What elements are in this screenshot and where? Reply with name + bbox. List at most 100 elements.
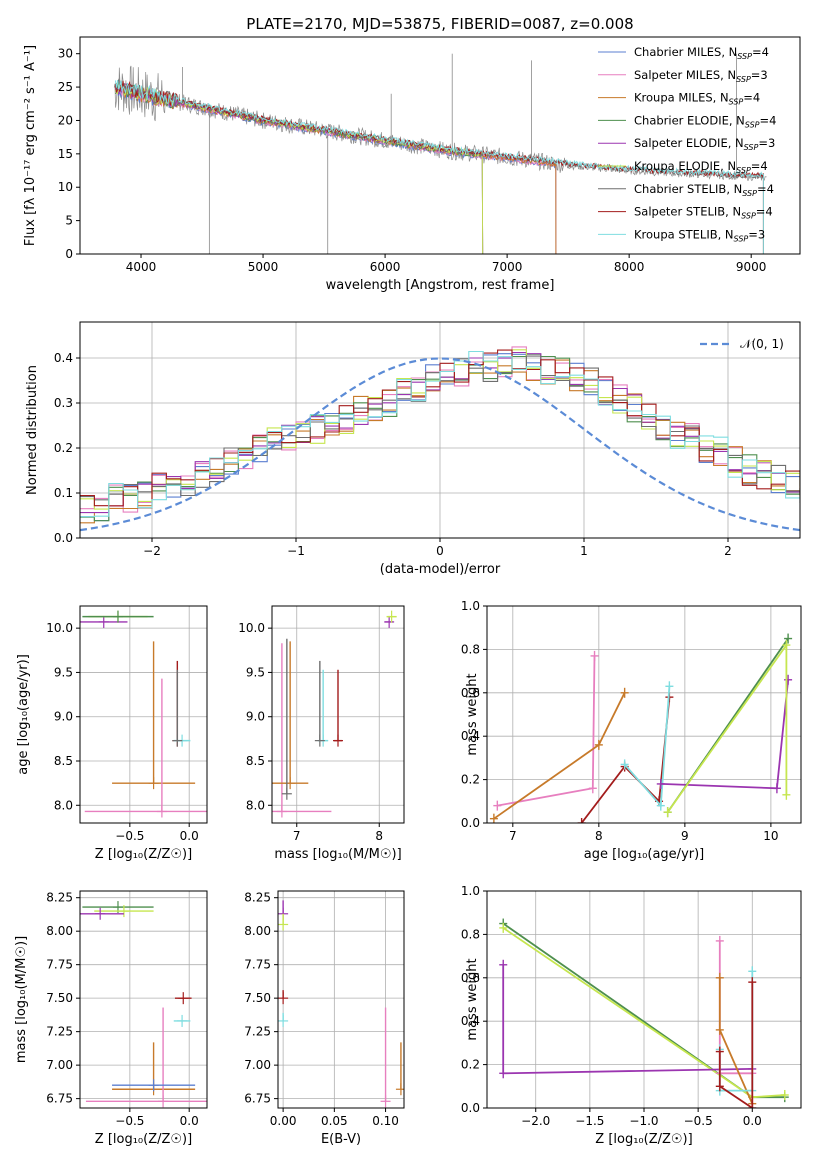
residuals-ytick-label: 0.2 bbox=[54, 441, 73, 455]
residuals-xtick-label: −1 bbox=[287, 544, 305, 558]
age_vs_mass-ytick-label: 10.0 bbox=[238, 621, 265, 635]
mass-ebv-plot-area bbox=[278, 900, 404, 1108]
weight_vs_z-xlabel: Z [log₁₀(Z/Z☉)] bbox=[595, 1132, 692, 1147]
mass_vs_z-xtick-label: 0.0 bbox=[180, 1114, 199, 1128]
spectrum-ytick-label: 25 bbox=[58, 80, 73, 94]
spectrum-ytick-label: 0 bbox=[65, 247, 73, 261]
weight_vs_age-xlabel: age [log₁₀(age/yr)] bbox=[584, 847, 705, 862]
text-layer: 4000 5000 6000 7000 8000 9000051015202530wave… bbox=[14, 15, 784, 1147]
age_vs_mass-ytick-label: 9.0 bbox=[246, 710, 265, 724]
mass_vs_z-xlabel: Z [log₁₀(Z/Z☉)] bbox=[95, 1132, 192, 1147]
residual-histogram bbox=[80, 350, 800, 518]
age_vs_z-ytick-label: 9.0 bbox=[54, 710, 73, 724]
weight_vs_age-ytick-label: 0.2 bbox=[461, 773, 480, 787]
spectrum-legend-label: Kroupa STELIB, NSSP=3 bbox=[634, 227, 765, 243]
mass_vs_z-ytick-label: 7.50 bbox=[46, 991, 73, 1005]
mass_vs_ebv-xtick-label: 0.00 bbox=[270, 1114, 297, 1128]
age_vs_z-ylabel: age [log₁₀(age/yr)] bbox=[16, 654, 31, 775]
age_vs_mass-ytick-label: 9.5 bbox=[246, 665, 265, 679]
spectrum-xtick-label: 4000 bbox=[126, 260, 157, 274]
residual-histogram bbox=[80, 355, 800, 504]
age_vs_z-ytick-label: 8.5 bbox=[54, 754, 73, 768]
spectrum-model-line bbox=[114, 83, 484, 254]
mass_vs_z-ylabel: mass [log₁₀(M/M☉)] bbox=[14, 936, 29, 1063]
age_vs_mass-xlabel: mass [log₁₀(M/M☉)] bbox=[274, 847, 401, 862]
residual-plot-area bbox=[80, 346, 800, 532]
weight_vs_z-ytick-label: 0.0 bbox=[461, 1101, 480, 1115]
spectrum-ytick-label: 5 bbox=[65, 214, 73, 228]
residual-histogram bbox=[80, 359, 800, 524]
spectrum-xtick-label: 5000 bbox=[248, 260, 279, 274]
spectrum-model-line bbox=[115, 82, 557, 254]
age_vs_z-xtick-label: −0.5 bbox=[115, 829, 144, 843]
spectrum-legend-label: Kroupa MILES, NSSP=4 bbox=[634, 91, 760, 107]
weight_vs_z-ytick-label: 0.8 bbox=[461, 927, 480, 941]
spectrum-model-line bbox=[114, 80, 764, 254]
weight_vs_z-ytick-label: 0.2 bbox=[461, 1058, 480, 1072]
spectrum-legend-label: Chabrier MILES, NSSP=4 bbox=[634, 45, 769, 61]
spectrum-legend-label: Kroupa ELODIE, NSSP=4 bbox=[634, 159, 768, 175]
mass_vs_ebv-xlabel: E(B-V) bbox=[321, 1132, 361, 1147]
spectrum-model-line bbox=[114, 84, 557, 254]
weight_vs_z-ytick-label: 1.0 bbox=[461, 884, 480, 898]
mass_vs_z-ytick-label: 8.00 bbox=[46, 924, 73, 938]
mass_vs_z-ytick-label: 6.75 bbox=[46, 1092, 73, 1106]
age-mass-plot-area bbox=[272, 610, 397, 818]
age_vs_z-ytick-label: 10.0 bbox=[46, 621, 73, 635]
age_vs_mass-xtick-label: 7 bbox=[293, 829, 301, 843]
residuals-xtick-label: 2 bbox=[724, 544, 732, 558]
spectrum-xtick-label: 9000 bbox=[736, 260, 767, 274]
spectrum-model-line bbox=[114, 83, 484, 254]
residuals-xtick-label: 0 bbox=[436, 544, 444, 558]
age_vs_z-frame bbox=[79, 605, 208, 824]
spectrum-model-line bbox=[115, 81, 484, 254]
spectrum-xtick-label: 7000 bbox=[492, 260, 523, 274]
weight_vs_z-ylabel: mass weight bbox=[465, 958, 480, 1040]
data-layer bbox=[80, 53, 800, 1108]
gaussian-curve bbox=[80, 357, 800, 532]
spectrum-legend-label: Salpeter ELODIE, NSSP=3 bbox=[634, 136, 775, 152]
residuals-ylabel: Normed distribution bbox=[25, 365, 40, 495]
weight_vs_z-xtick-label: −0.5 bbox=[684, 1114, 713, 1128]
weight_vs_z-xtick-label: 0.0 bbox=[743, 1114, 762, 1128]
grid-layer bbox=[80, 322, 801, 1109]
spectrum-xtick-label: 6000 bbox=[370, 260, 401, 274]
residuals-xtick-label: −2 bbox=[143, 544, 161, 558]
residuals-ytick-label: 0.4 bbox=[54, 351, 73, 365]
mass_vs_z-ytick-label: 7.00 bbox=[46, 1058, 73, 1072]
mass_vs_ebv-ytick-label: 7.75 bbox=[244, 958, 271, 972]
weight_vs_z-xtick-label: −2.0 bbox=[521, 1114, 550, 1128]
weight_vs_age-xtick-label: 8 bbox=[595, 829, 603, 843]
spectrum-ytick-label: 30 bbox=[58, 47, 73, 61]
spectrum-model-line bbox=[114, 83, 557, 254]
mass_vs_z-ytick-label: 7.75 bbox=[46, 958, 73, 972]
weight_vs_z-xtick-label: −1.5 bbox=[575, 1114, 604, 1128]
weight-line bbox=[718, 982, 754, 1108]
age_vs_mass-xtick-label: 8 bbox=[375, 829, 383, 843]
age_vs_mass-ytick-label: 8.5 bbox=[246, 754, 265, 768]
spectrum-frame bbox=[79, 36, 801, 255]
weight-line bbox=[660, 679, 789, 790]
age-z-plot-area bbox=[80, 610, 207, 818]
mass_vs_z-frame bbox=[79, 890, 208, 1109]
mass_vs_ebv-xtick-label: 0.05 bbox=[321, 1114, 348, 1128]
mass-z-plot-area bbox=[80, 901, 207, 1108]
weight_vs_age-ytick-label: 0.0 bbox=[461, 816, 480, 830]
weight-age-plot-area bbox=[489, 633, 793, 823]
weight_vs_z-ytick-label: 0.6 bbox=[461, 971, 480, 985]
residuals-xtick-label: 1 bbox=[580, 544, 588, 558]
spectrum-xlabel: wavelength [Angstrom, rest frame] bbox=[326, 278, 555, 293]
age_vs_mass-ytick-label: 8.0 bbox=[246, 798, 265, 812]
weight_vs_age-ytick-label: 0.4 bbox=[461, 729, 480, 743]
mass_vs_ebv-ytick-label: 8.00 bbox=[244, 924, 271, 938]
spectrum-legend-label: Chabrier ELODIE, NSSP=4 bbox=[634, 113, 776, 129]
mass_vs_z-ytick-label: 7.25 bbox=[46, 1025, 73, 1039]
spectrum-title: PLATE=2170, MJD=53875, FIBERID=0087, z=0… bbox=[246, 15, 633, 33]
age_vs_z-xlabel: Z [log₁₀(Z/Z☉)] bbox=[95, 847, 192, 862]
weight_vs_age-xtick-label: 9 bbox=[681, 829, 689, 843]
residuals-ytick-label: 0.0 bbox=[54, 531, 73, 545]
spectrum-plot-area bbox=[113, 53, 767, 254]
axes-layer bbox=[76, 36, 802, 1112]
mass_vs_z-ytick-label: 8.25 bbox=[46, 891, 73, 905]
